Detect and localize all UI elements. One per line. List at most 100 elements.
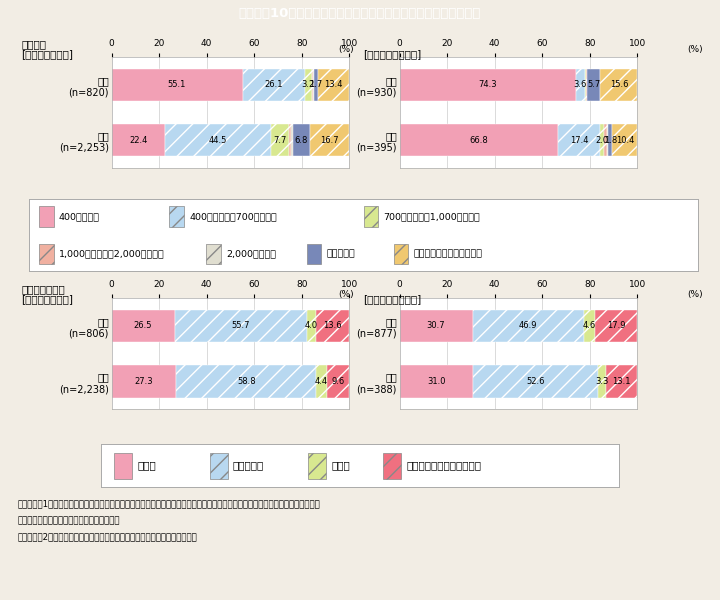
Bar: [586, 68, 587, 101]
Text: 13.6: 13.6: [323, 322, 342, 331]
Text: 13.4: 13.4: [324, 80, 343, 89]
Bar: [206, 244, 221, 264]
Text: 6.8: 6.8: [294, 136, 308, 145]
Bar: [176, 365, 316, 398]
Text: 55.7: 55.7: [232, 322, 250, 331]
Bar: [606, 365, 637, 398]
Bar: [169, 206, 184, 227]
Bar: [600, 68, 637, 101]
Text: 44.5: 44.5: [209, 136, 227, 145]
Text: わからない・答えたくない: わからない・答えたくない: [407, 461, 482, 470]
Text: 4.0: 4.0: [305, 322, 318, 331]
Text: [正規雇用労働者]: [正規雇用労働者]: [22, 49, 73, 59]
Text: 22.4: 22.4: [129, 136, 148, 145]
Bar: [364, 206, 378, 227]
Text: 3.3: 3.3: [595, 377, 609, 386]
Text: 3.6: 3.6: [574, 80, 587, 89]
Text: 1.8: 1.8: [604, 136, 617, 145]
Text: 個人年収の変化: 個人年収の変化: [22, 284, 66, 294]
Bar: [313, 68, 318, 101]
Text: 個人年収: 個人年収: [22, 39, 47, 49]
Text: (%): (%): [687, 45, 703, 54]
Text: （備考）　1．「令和２年度　男女共同参画の視点からの新型コロナウイルス感染症拡大の影響等に関する調査報告書」（令和２年: （備考） 1．「令和２年度 男女共同参画の視点からの新型コロナウイルス感染症拡大…: [18, 499, 320, 508]
Bar: [165, 124, 271, 157]
Bar: [400, 68, 576, 101]
Bar: [307, 310, 316, 342]
Text: 66.8: 66.8: [469, 136, 488, 145]
Bar: [608, 124, 613, 157]
Text: 3.2: 3.2: [302, 80, 315, 89]
Bar: [310, 124, 349, 157]
Text: 16.7: 16.7: [320, 136, 338, 145]
Bar: [400, 365, 473, 398]
Bar: [39, 244, 53, 264]
Bar: [613, 124, 637, 157]
Text: 31.0: 31.0: [427, 377, 446, 386]
Bar: [112, 124, 165, 157]
Text: 2.0: 2.0: [595, 136, 608, 145]
Bar: [293, 124, 310, 157]
Text: 46.9: 46.9: [519, 322, 538, 331]
Bar: [39, 206, 53, 227]
Text: 15.6: 15.6: [610, 80, 628, 89]
Bar: [558, 124, 600, 157]
Text: 減った: 減った: [137, 461, 156, 470]
Bar: [174, 310, 307, 342]
Bar: [271, 124, 289, 157]
Bar: [316, 365, 327, 398]
Bar: [305, 68, 312, 101]
Text: 4.4: 4.4: [315, 377, 328, 386]
Text: 変わらない: 変わらない: [233, 461, 264, 470]
Text: 17.4: 17.4: [570, 136, 588, 145]
Text: 増えた: 増えた: [331, 461, 350, 470]
Bar: [400, 124, 558, 157]
Bar: [598, 365, 606, 398]
Text: 700万円以上～1,000万円未満: 700万円以上～1,000万円未満: [384, 212, 480, 221]
Bar: [576, 68, 585, 101]
Text: 7.7: 7.7: [273, 136, 287, 145]
Text: わからない・答えたくない: わからない・答えたくない: [414, 250, 483, 259]
Text: 2．個人年収の変化は，「収入はない」という回答を除いて集計。: 2．個人年収の変化は，「収入はない」という回答を除いて集計。: [18, 533, 198, 542]
Text: (%): (%): [338, 45, 354, 54]
Bar: [472, 310, 584, 342]
Bar: [307, 244, 321, 264]
Bar: [292, 124, 293, 157]
Bar: [308, 452, 326, 479]
Text: 10.4: 10.4: [616, 136, 634, 145]
Bar: [607, 124, 608, 157]
Text: 度内閣府委託調査）より作成。: 度内閣府委託調査）より作成。: [18, 516, 120, 525]
Bar: [584, 310, 595, 342]
Text: [正規雇用労働者]: [正規雇用労働者]: [22, 294, 73, 304]
Bar: [473, 365, 598, 398]
Text: [非正規雇用労働者]: [非正規雇用労働者]: [364, 294, 422, 304]
Text: 52.6: 52.6: [526, 377, 545, 386]
Text: 26.1: 26.1: [264, 80, 283, 89]
Bar: [600, 124, 604, 157]
Bar: [383, 452, 402, 479]
Text: [非正規雇用労働者]: [非正規雇用労働者]: [364, 49, 422, 59]
Bar: [585, 68, 586, 101]
Bar: [587, 68, 600, 101]
Text: 26.5: 26.5: [134, 322, 153, 331]
Text: 4.6: 4.6: [582, 322, 596, 331]
Text: 55.1: 55.1: [168, 80, 186, 89]
Text: 5.7: 5.7: [587, 80, 600, 89]
Bar: [316, 310, 348, 342]
Text: 13.1: 13.1: [613, 377, 631, 386]
Bar: [243, 68, 305, 101]
Text: (%): (%): [687, 290, 703, 299]
Bar: [595, 310, 637, 342]
Text: 1,000万円以上～2,000万円未満: 1,000万円以上～2,000万円未満: [59, 250, 165, 259]
Text: 1.7: 1.7: [309, 80, 323, 89]
Text: 17.9: 17.9: [607, 322, 626, 331]
Text: 収入はない: 収入はない: [327, 250, 356, 259]
Bar: [400, 310, 472, 342]
Text: 2,000万円以上: 2,000万円以上: [226, 250, 276, 259]
Bar: [604, 124, 607, 157]
Bar: [112, 310, 174, 342]
Text: (%): (%): [338, 290, 354, 299]
Bar: [114, 452, 132, 479]
Bar: [327, 365, 349, 398]
Text: 58.8: 58.8: [237, 377, 256, 386]
Text: 9.6: 9.6: [331, 377, 345, 386]
